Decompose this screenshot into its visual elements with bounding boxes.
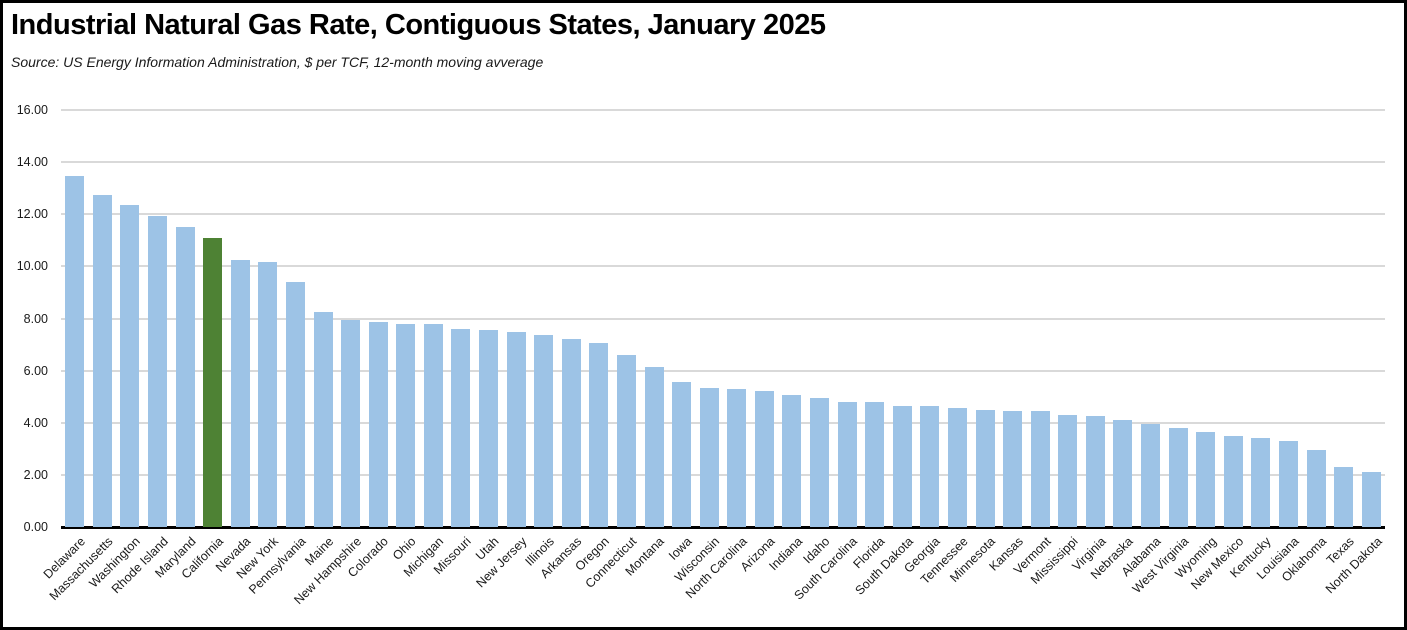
bar bbox=[616, 355, 636, 527]
bar bbox=[120, 205, 140, 527]
bar bbox=[782, 395, 802, 527]
gridline bbox=[61, 109, 1385, 111]
bar bbox=[754, 391, 774, 527]
bar bbox=[368, 322, 388, 527]
bar-highlighted bbox=[203, 237, 223, 527]
bar bbox=[1306, 450, 1326, 527]
bar bbox=[1030, 411, 1050, 527]
x-axis-category-labels: Delaware Massachusetts Washington Rhode Isl… bbox=[41, 534, 1385, 627]
y-axis-tick-label: 8.00 bbox=[23, 311, 48, 326]
gridline bbox=[61, 369, 1385, 372]
bar bbox=[589, 343, 609, 527]
gridline bbox=[61, 265, 1385, 268]
y-axis-tick-label: 10.00 bbox=[16, 259, 48, 274]
bar bbox=[1141, 424, 1161, 527]
bar bbox=[1251, 438, 1271, 527]
bar bbox=[1058, 414, 1078, 527]
bar bbox=[1168, 427, 1188, 527]
bar bbox=[1196, 431, 1216, 527]
bar bbox=[285, 282, 305, 527]
bar bbox=[727, 388, 747, 527]
bar bbox=[230, 259, 250, 527]
bar bbox=[1003, 411, 1023, 527]
bar bbox=[92, 194, 112, 527]
bar bbox=[699, 387, 719, 527]
bar bbox=[313, 311, 333, 527]
bar bbox=[1223, 435, 1243, 527]
bar bbox=[506, 331, 526, 527]
gridline bbox=[61, 317, 1385, 320]
bar bbox=[175, 227, 195, 527]
bar bbox=[672, 382, 692, 527]
bar bbox=[644, 366, 664, 527]
plot-area bbox=[61, 109, 1385, 529]
y-axis-tick-label: 12.00 bbox=[16, 207, 48, 222]
bar bbox=[423, 323, 443, 527]
y-axis-tick-label: 2.00 bbox=[23, 467, 48, 482]
bar bbox=[341, 319, 361, 527]
gridline bbox=[61, 213, 1385, 216]
bar bbox=[837, 401, 857, 527]
y-axis-tick-label: 0.00 bbox=[23, 520, 48, 534]
y-axis-tick-label: 16.00 bbox=[16, 103, 48, 117]
y-axis-tick-labels: 0.00 2.00 4.00 6.00 8.00 10.00 12.00 14.00 16.00 bbox=[3, 103, 50, 533]
y-axis-tick-label: 4.00 bbox=[23, 415, 48, 430]
bar bbox=[920, 405, 940, 527]
bar bbox=[947, 408, 967, 527]
bar bbox=[810, 398, 830, 527]
bar bbox=[534, 335, 554, 527]
bar bbox=[1361, 472, 1381, 527]
bar bbox=[396, 323, 416, 527]
chart-source-note: Source: US Energy Information Administra… bbox=[11, 54, 544, 70]
gridline bbox=[61, 473, 1385, 476]
bar bbox=[65, 176, 85, 527]
gridline bbox=[61, 161, 1385, 164]
bar bbox=[1085, 416, 1105, 527]
bar bbox=[148, 215, 168, 527]
y-axis-tick-label: 14.00 bbox=[16, 155, 48, 170]
gridline bbox=[61, 421, 1385, 424]
bar bbox=[865, 401, 885, 527]
bar bbox=[561, 339, 581, 527]
bar bbox=[975, 409, 995, 527]
bar bbox=[258, 262, 278, 527]
bar bbox=[892, 405, 912, 527]
bar bbox=[1278, 441, 1298, 527]
bar bbox=[451, 328, 471, 527]
bar bbox=[479, 330, 499, 527]
chart-title: Industrial Natural Gas Rate, Contiguous … bbox=[11, 9, 826, 41]
x-axis-line bbox=[61, 526, 1385, 529]
y-axis-tick-label: 6.00 bbox=[23, 363, 48, 378]
bar bbox=[1334, 467, 1354, 527]
bar bbox=[1113, 420, 1133, 527]
